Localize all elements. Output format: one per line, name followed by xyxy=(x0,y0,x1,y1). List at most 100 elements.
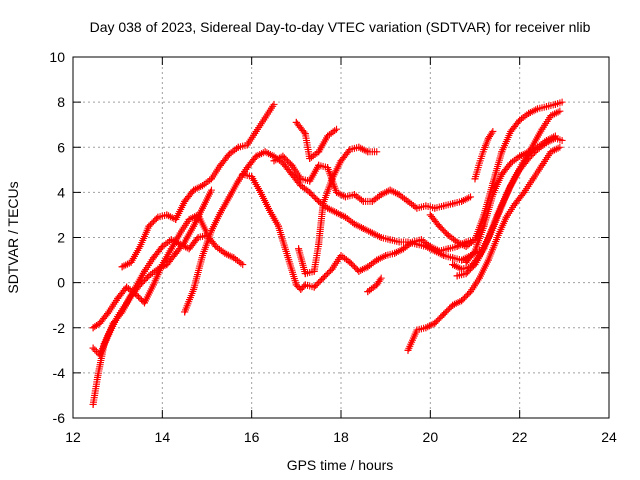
data-point xyxy=(230,254,238,262)
data-point xyxy=(382,252,390,260)
data-point xyxy=(413,204,421,212)
data-point xyxy=(458,297,466,305)
data-point xyxy=(502,213,510,221)
data-point xyxy=(140,299,148,307)
data-point xyxy=(400,245,408,253)
data-point xyxy=(154,213,162,221)
data-point xyxy=(207,175,215,183)
data-point xyxy=(333,188,341,196)
data-point xyxy=(239,261,247,269)
data-point xyxy=(288,161,296,169)
series-arc-p xyxy=(471,127,497,183)
data-point xyxy=(288,170,296,178)
data-point xyxy=(270,157,278,165)
data-point xyxy=(391,249,399,257)
data-point xyxy=(136,243,144,251)
data-point xyxy=(297,285,305,293)
data-point xyxy=(319,274,327,282)
data-point xyxy=(181,308,189,316)
data-point xyxy=(216,209,224,217)
data-point xyxy=(507,159,515,167)
y-tick-label: 8 xyxy=(57,94,65,110)
data-point xyxy=(207,186,215,194)
series-arc-i xyxy=(292,118,341,163)
data-point xyxy=(471,261,479,269)
series-arc-f xyxy=(239,170,479,293)
data-point xyxy=(484,134,492,142)
data-point xyxy=(306,155,314,163)
data-point xyxy=(185,245,193,253)
data-point xyxy=(556,143,564,151)
data-point xyxy=(158,243,166,251)
data-point xyxy=(449,301,457,309)
data-point xyxy=(440,202,448,210)
data-point xyxy=(283,252,291,260)
data-point xyxy=(484,256,492,264)
data-point xyxy=(355,267,363,275)
data-point xyxy=(333,209,341,217)
y-axis-label: SDTVAR / TECUs xyxy=(5,181,21,293)
data-point xyxy=(172,215,180,223)
data-point xyxy=(118,308,126,316)
data-point xyxy=(337,157,345,165)
data-point xyxy=(350,191,358,199)
data-point xyxy=(239,170,247,178)
y-tick-label: 2 xyxy=(57,230,65,246)
data-point xyxy=(449,261,457,269)
data-point xyxy=(377,234,385,241)
data-point xyxy=(386,236,394,244)
data-point xyxy=(373,281,381,289)
data-point xyxy=(225,150,233,158)
data-point xyxy=(547,112,555,120)
data-point xyxy=(368,229,376,237)
data-point xyxy=(346,258,354,266)
data-point xyxy=(529,175,537,183)
data-point xyxy=(364,288,372,296)
series-arc-j xyxy=(364,274,385,296)
data-point xyxy=(315,148,323,156)
data-point xyxy=(149,281,157,289)
data-point xyxy=(386,186,394,194)
data-point xyxy=(373,256,381,264)
data-point xyxy=(136,281,144,289)
data-point xyxy=(145,272,153,280)
x-tick-label: 14 xyxy=(155,429,171,445)
data-point xyxy=(534,143,542,151)
data-point xyxy=(181,197,189,205)
data-point xyxy=(194,234,202,241)
data-point xyxy=(154,265,162,273)
data-point xyxy=(413,326,421,334)
data-point xyxy=(480,245,488,253)
y-tick-label: 0 xyxy=(57,275,65,291)
series-arc-d xyxy=(118,100,278,271)
data-point xyxy=(225,193,233,201)
data-point xyxy=(297,182,305,190)
series-arc-g xyxy=(270,152,475,212)
data-point xyxy=(511,200,519,208)
data-point xyxy=(140,267,148,275)
data-point xyxy=(199,182,207,190)
data-point xyxy=(516,166,524,174)
data-point xyxy=(212,243,220,251)
data-point xyxy=(292,118,300,126)
data-point xyxy=(359,197,367,205)
data-point xyxy=(261,148,269,156)
data-point xyxy=(435,247,443,255)
data-marker-run xyxy=(295,245,309,275)
data-marker-run xyxy=(275,222,291,257)
data-point xyxy=(328,175,336,183)
x-tick-label: 12 xyxy=(65,429,81,445)
data-point xyxy=(431,319,439,327)
data-point xyxy=(431,204,439,212)
data-point xyxy=(426,243,434,251)
data-point xyxy=(94,373,102,381)
x-tick-label: 24 xyxy=(601,429,617,445)
data-point xyxy=(319,200,327,208)
data-point xyxy=(364,148,372,156)
data-point xyxy=(471,175,479,183)
data-point xyxy=(493,234,501,241)
data-marker-run xyxy=(444,243,459,253)
data-point xyxy=(480,222,488,230)
data-point xyxy=(516,116,524,124)
